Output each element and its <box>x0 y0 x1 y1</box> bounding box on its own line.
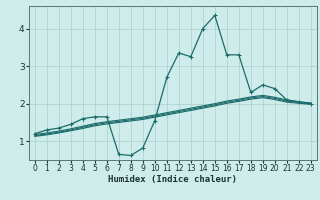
X-axis label: Humidex (Indice chaleur): Humidex (Indice chaleur) <box>108 175 237 184</box>
